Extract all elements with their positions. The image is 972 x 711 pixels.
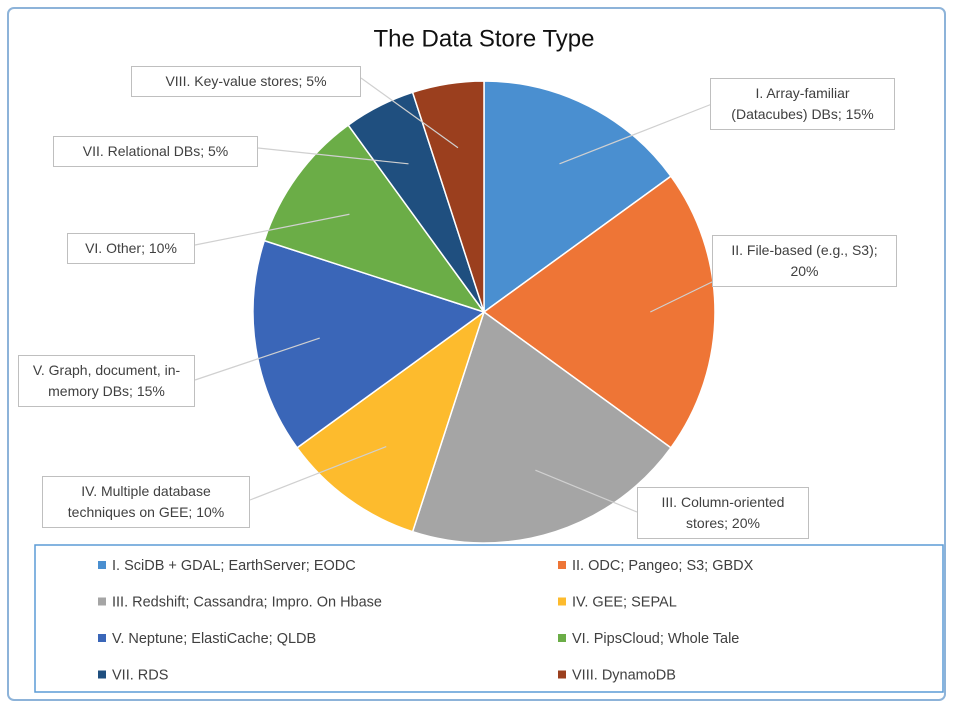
legend-label: IV. GEE; SEPAL (572, 594, 677, 610)
data-label: VIII. Key-value stores; 5% (131, 66, 361, 97)
legend-swatch (558, 561, 566, 569)
data-label: VI. Other; 10% (67, 233, 195, 264)
data-label: II. File-based (e.g., S3); 20% (712, 235, 897, 287)
leader-line (249, 445, 387, 501)
leader-line (559, 103, 713, 165)
legend-swatch (98, 670, 106, 679)
leader-line (535, 469, 638, 513)
legend-swatch (558, 634, 566, 642)
pie-slice (296, 310, 486, 533)
data-label: III. Column-oriented stores; 20% (637, 487, 809, 539)
pie-slice (263, 124, 486, 314)
legend-label: III. Redshift; Cassandra; Impro. On Hbas… (112, 594, 382, 610)
legend-swatch (98, 561, 106, 569)
leader-line (194, 337, 320, 381)
legend-label: II. ODC; Pangeo; S3; GBDX (572, 558, 754, 574)
legend-label: I. SciDB + GDAL; EarthServer; EODC (112, 558, 356, 574)
leader-line (257, 147, 409, 165)
legend-box (34, 544, 944, 693)
data-label: V. Graph, document, in-memory DBs; 15% (18, 355, 195, 407)
data-label: IV. Multiple database techniques on GEE;… (42, 476, 250, 528)
legend-swatch (558, 670, 566, 679)
legend-label: VIII. DynamoDB (572, 667, 676, 683)
pie-slice (252, 239, 486, 449)
legend-swatch (98, 597, 106, 606)
chart-title: The Data Store Type (373, 25, 594, 52)
pie-slice (411, 310, 672, 544)
data-label: I. Array-familiar (Datacubes) DBs; 15% (710, 78, 895, 130)
legend-label: V. Neptune; ElastiCache; QLDB (112, 631, 316, 647)
pie-slice (482, 175, 716, 449)
legend-label: VI. PipsCloud; Whole Tale (572, 631, 739, 647)
leader-line (360, 77, 459, 149)
legend-label: VII. RDS (112, 667, 168, 683)
leader-line (194, 213, 350, 246)
legend-swatch (558, 597, 566, 606)
legend-swatch (98, 634, 106, 642)
data-label: VII. Relational DBs; 5% (53, 136, 258, 167)
pie-slice (411, 80, 485, 313)
